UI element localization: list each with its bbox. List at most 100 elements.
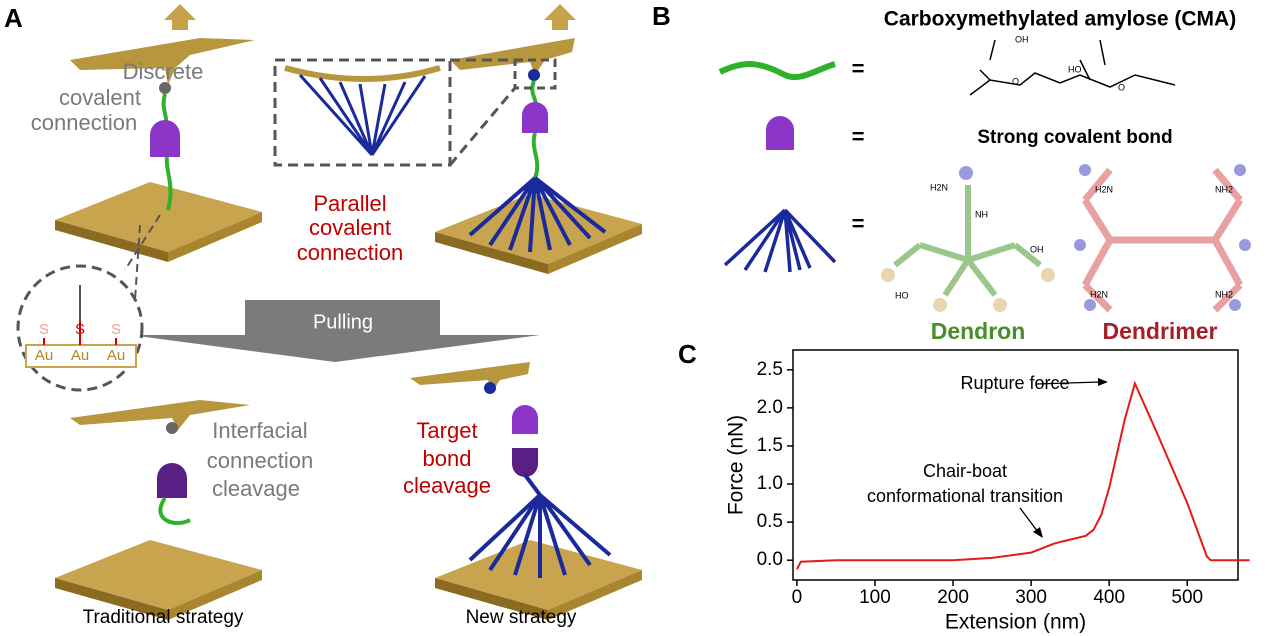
label: Dendron bbox=[931, 318, 1026, 344]
bond-line bbox=[43, 322, 117, 345]
gold-plate bbox=[55, 540, 262, 620]
cma-chain bbox=[164, 156, 173, 211]
label: covalent bbox=[309, 215, 391, 240]
bond-unit bbox=[157, 463, 187, 498]
chem-label: HO bbox=[895, 290, 909, 300]
equals: = bbox=[852, 211, 865, 236]
zoom-box bbox=[513, 58, 557, 90]
annotation-arrow bbox=[1035, 381, 1101, 385]
label: cleavage bbox=[403, 473, 491, 498]
chem-label: H2N bbox=[930, 182, 948, 192]
chem-label: HO bbox=[1068, 64, 1082, 74]
chem-label: H2N bbox=[1090, 289, 1108, 299]
pull-arrow bbox=[164, 4, 196, 30]
label: Interfacial bbox=[212, 418, 307, 443]
cma-chain bbox=[158, 496, 191, 525]
dendron-zoom bbox=[298, 73, 427, 157]
acid bbox=[993, 298, 1007, 312]
s-label: S bbox=[39, 321, 49, 338]
amine bbox=[959, 166, 973, 180]
equals: = bbox=[852, 56, 865, 81]
acid bbox=[1041, 268, 1055, 282]
dendron bbox=[468, 176, 607, 253]
label: Pulling bbox=[313, 311, 373, 333]
annotation-arrow bbox=[1019, 507, 1039, 533]
plate-top bbox=[435, 194, 642, 264]
acid bbox=[881, 268, 895, 282]
cantilever-zoom bbox=[284, 65, 441, 82]
label: connection bbox=[297, 240, 403, 265]
gold-plate bbox=[55, 182, 262, 262]
x-tick-label: 0 bbox=[792, 587, 803, 608]
chem-label: NH2 bbox=[1215, 184, 1233, 194]
dendron-icon bbox=[723, 208, 837, 273]
y-tick-label: 0.5 bbox=[757, 511, 783, 532]
s-label: S bbox=[111, 321, 121, 338]
label: connection bbox=[207, 448, 313, 473]
x-axis-label: Extension (nm) bbox=[945, 611, 1086, 634]
chem-label: OH bbox=[1030, 244, 1044, 254]
chart: 0 100 200 300 400 500 0.0 0.5 1.0 1.5 2.0 2.5 Extens… bbox=[725, 349, 1250, 634]
chem-label: O bbox=[1118, 82, 1125, 92]
caption: Traditional strategy bbox=[83, 607, 244, 628]
label: Strong covalent bond bbox=[977, 127, 1172, 148]
plate-top bbox=[55, 540, 262, 610]
panel-label: C bbox=[678, 339, 697, 369]
plate-side bbox=[435, 232, 548, 274]
caption: New strategy bbox=[466, 607, 577, 628]
annotation: Rupture force bbox=[960, 373, 1069, 393]
bond-unit bbox=[150, 120, 180, 157]
anchor bbox=[166, 422, 178, 434]
zoom-box bbox=[273, 58, 452, 167]
amine bbox=[1229, 299, 1241, 311]
annotation-arrowhead bbox=[1098, 378, 1108, 386]
x-tick-label: 500 bbox=[1171, 587, 1203, 608]
amine bbox=[1239, 239, 1251, 251]
plot-frame bbox=[792, 349, 1239, 581]
y-tick-label: 1.0 bbox=[757, 473, 783, 494]
label: Parallel bbox=[313, 191, 386, 216]
label: covalent bbox=[59, 85, 141, 110]
y-tick-label: 1.5 bbox=[757, 435, 783, 456]
label: Target bbox=[416, 418, 477, 443]
zoom-connector bbox=[448, 58, 517, 166]
x-tick-label: 300 bbox=[1015, 587, 1047, 608]
label: connection bbox=[31, 110, 137, 135]
label: cleavage bbox=[212, 476, 300, 501]
acid bbox=[933, 298, 947, 312]
amine bbox=[1074, 239, 1086, 251]
plate-side bbox=[435, 578, 548, 620]
label: Dendrimer bbox=[1102, 318, 1217, 344]
plate-side bbox=[548, 570, 642, 620]
x-tick-label: 100 bbox=[859, 587, 891, 608]
bond-unit bbox=[512, 405, 538, 434]
dendron-structure bbox=[893, 185, 1042, 297]
amine bbox=[1079, 164, 1091, 176]
anchor bbox=[528, 69, 540, 81]
anchor bbox=[484, 382, 496, 394]
pulling-arrow bbox=[130, 300, 540, 362]
dendron bbox=[468, 473, 612, 578]
y-tick-label: 0.0 bbox=[757, 549, 783, 570]
plate-side bbox=[55, 220, 168, 262]
inset-connector bbox=[124, 214, 161, 301]
y-tick-label: 2.0 bbox=[757, 397, 783, 418]
label: Discrete bbox=[123, 59, 204, 84]
anchor bbox=[159, 82, 171, 94]
bond-unit bbox=[512, 448, 538, 477]
chem-label: OH bbox=[1015, 34, 1029, 44]
y-tick-label: 2.5 bbox=[757, 359, 783, 380]
plate-side bbox=[55, 578, 168, 620]
chem-label: O bbox=[1012, 76, 1019, 86]
x-tick-label: 200 bbox=[937, 587, 969, 608]
label: bond bbox=[423, 446, 472, 471]
au-label: Au bbox=[35, 347, 53, 364]
au-label: Au bbox=[71, 347, 89, 364]
cma-icon bbox=[718, 61, 836, 81]
bond-icon bbox=[766, 116, 794, 150]
annotation: Chair-boat bbox=[923, 461, 1007, 481]
y-axis-label: Force (nN) bbox=[725, 415, 748, 515]
annotation: conformational transition bbox=[867, 486, 1063, 506]
cantilever bbox=[70, 400, 250, 430]
